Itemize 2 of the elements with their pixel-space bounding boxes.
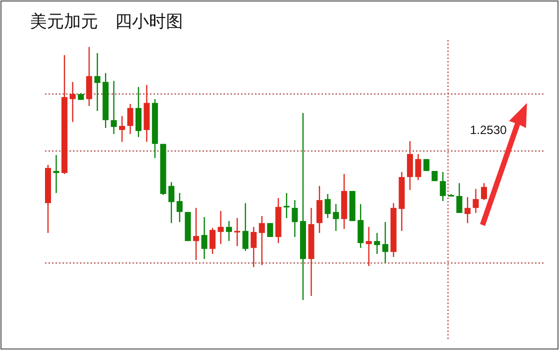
chart-title: 美元加元 四小时图 (30, 12, 183, 32)
annotation: 1.2530 (470, 123, 508, 137)
